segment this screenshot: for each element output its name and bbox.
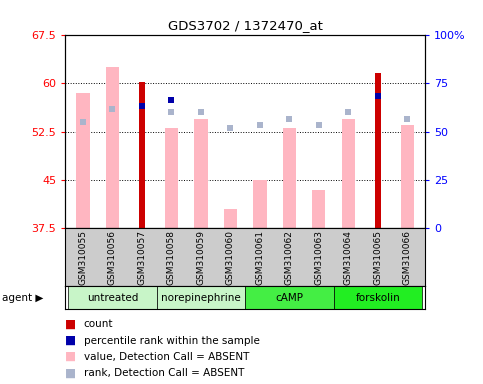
Bar bbox=[156, 286, 245, 309]
Text: agent ▶: agent ▶ bbox=[2, 293, 44, 303]
Text: GSM310066: GSM310066 bbox=[403, 230, 412, 285]
Bar bbox=[139, 82, 144, 228]
Bar bbox=[106, 67, 119, 228]
Text: GSM310060: GSM310060 bbox=[226, 230, 235, 285]
Text: GSM310059: GSM310059 bbox=[197, 230, 205, 285]
Bar bbox=[224, 209, 237, 228]
Text: norepinephrine: norepinephrine bbox=[161, 293, 241, 303]
Text: GSM310062: GSM310062 bbox=[285, 230, 294, 285]
Text: GSM310055: GSM310055 bbox=[78, 230, 87, 285]
Bar bbox=[253, 180, 267, 228]
Bar bbox=[68, 286, 156, 309]
Text: untreated: untreated bbox=[87, 293, 138, 303]
Text: ■: ■ bbox=[65, 350, 76, 363]
Bar bbox=[375, 73, 381, 228]
Text: forskolin: forskolin bbox=[355, 293, 400, 303]
Text: ■: ■ bbox=[65, 366, 76, 379]
Bar bbox=[76, 93, 89, 228]
Bar bbox=[283, 128, 296, 228]
Bar bbox=[165, 128, 178, 228]
Text: cAMP: cAMP bbox=[275, 293, 303, 303]
Bar bbox=[341, 119, 355, 228]
Title: GDS3702 / 1372470_at: GDS3702 / 1372470_at bbox=[168, 19, 323, 32]
Bar bbox=[312, 190, 326, 228]
Bar bbox=[334, 286, 422, 309]
Bar bbox=[401, 125, 414, 228]
Text: ■: ■ bbox=[65, 318, 76, 331]
Text: count: count bbox=[84, 319, 113, 329]
Text: GSM310065: GSM310065 bbox=[373, 230, 383, 285]
Text: GSM310064: GSM310064 bbox=[344, 230, 353, 285]
Text: value, Detection Call = ABSENT: value, Detection Call = ABSENT bbox=[84, 352, 249, 362]
Text: GSM310058: GSM310058 bbox=[167, 230, 176, 285]
Text: GSM310057: GSM310057 bbox=[137, 230, 146, 285]
Bar bbox=[194, 119, 208, 228]
Bar bbox=[245, 286, 334, 309]
Text: ■: ■ bbox=[65, 334, 76, 347]
Text: GSM310061: GSM310061 bbox=[256, 230, 264, 285]
Text: rank, Detection Call = ABSENT: rank, Detection Call = ABSENT bbox=[84, 368, 244, 378]
Text: GSM310063: GSM310063 bbox=[314, 230, 323, 285]
Text: GSM310056: GSM310056 bbox=[108, 230, 117, 285]
Text: percentile rank within the sample: percentile rank within the sample bbox=[84, 336, 259, 346]
